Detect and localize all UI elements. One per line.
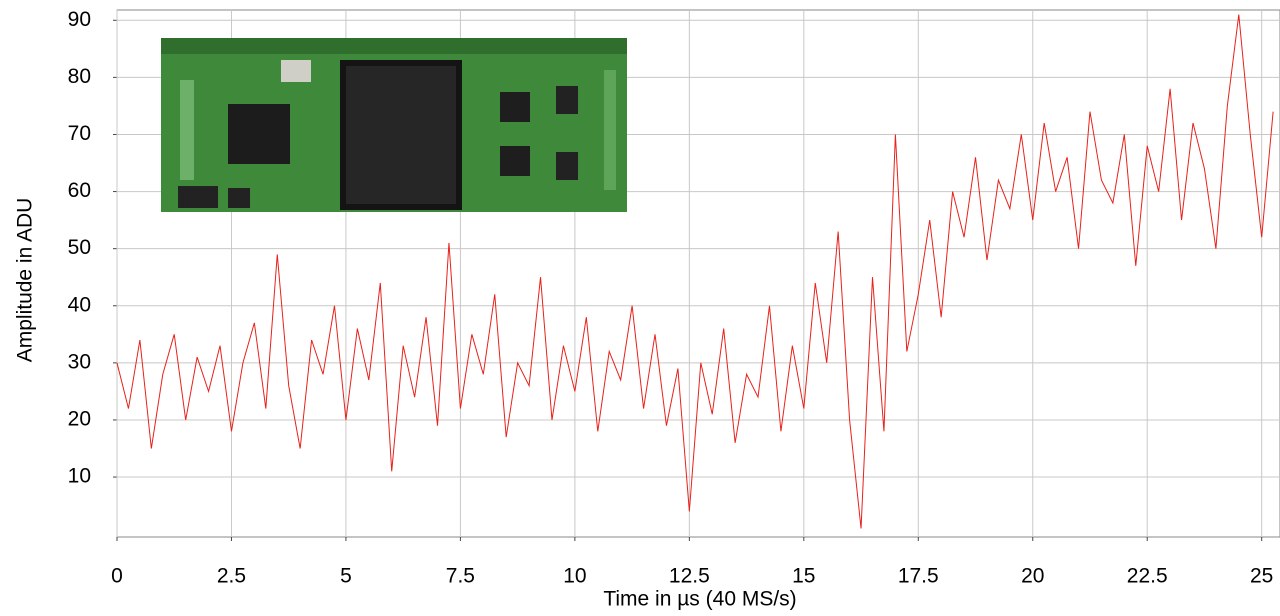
x-tick-label: 10 [563,565,586,588]
resistors [180,80,194,180]
x-tick-label: 12.5 [669,565,710,588]
x-tick-label: 17.5 [898,565,939,588]
y-tick-label: 40 [68,293,91,316]
x-tick-label: 15 [792,565,815,588]
y-tick-label: 50 [68,236,91,259]
chip [228,188,250,208]
crystal [281,60,311,82]
plot-area [116,14,1274,529]
y-tick-label: 30 [68,350,91,373]
x-tick-label: 22.5 [1127,565,1168,588]
chip-top [346,66,456,204]
y-axis-title: Amplitude in ADU [14,198,37,363]
x-tick-label: 2.5 [217,565,246,588]
x-tick-label: 25 [1250,565,1273,588]
chip [556,86,578,114]
x-tick-label: 0 [111,565,123,588]
y-tick-label: 80 [68,65,91,88]
x-tick-label: 20 [1021,565,1044,588]
pcb-edge [161,38,627,54]
data-line [116,14,1274,529]
y-tick-label: 20 [68,407,91,430]
chip [500,146,530,176]
x-tick-label: 7.5 [446,565,475,588]
y-tick-label: 70 [68,122,91,145]
y-tick-label: 90 [68,8,91,31]
x-tick-label: 5 [340,565,352,588]
y-tick-label: 60 [68,179,91,202]
chip [500,92,530,122]
chip [178,186,218,208]
connector [604,70,616,190]
chip [228,104,290,164]
chip [556,152,578,180]
x-axis-title: Time in µs (40 MS/s) [603,588,796,611]
inset-photo [161,38,627,212]
y-tick-label: 10 [68,465,91,488]
